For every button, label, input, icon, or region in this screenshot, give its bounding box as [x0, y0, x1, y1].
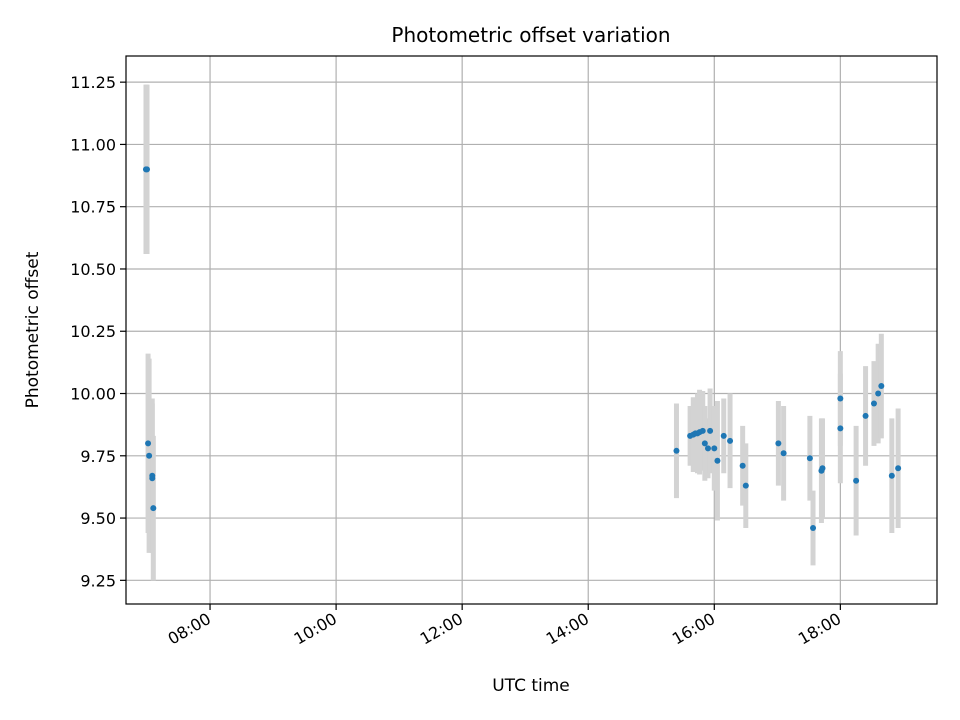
data-point	[806, 455, 813, 462]
data-point	[145, 440, 152, 447]
x-tick-label: 18:00	[795, 609, 844, 649]
y-tick-label: 11.25	[70, 73, 116, 92]
data-point	[837, 425, 844, 432]
chart-title: Photometric offset variation	[391, 23, 670, 47]
y-tick-label: 9.25	[80, 571, 116, 590]
data-point	[727, 437, 734, 444]
plot-frame	[125, 55, 938, 605]
data-point	[149, 472, 156, 479]
x-tick-label: 10:00	[291, 609, 340, 649]
data-point	[780, 450, 787, 457]
data-point	[888, 472, 895, 479]
data-point	[699, 427, 706, 434]
data-point	[739, 462, 746, 469]
error-bars	[143, 84, 901, 581]
data-point	[870, 400, 877, 407]
data-point	[150, 505, 157, 512]
data-point	[701, 440, 708, 447]
data-point	[810, 525, 817, 532]
data-point	[144, 166, 151, 173]
y-tick-label: 10.25	[70, 322, 116, 341]
data-point	[853, 477, 860, 484]
data-point	[895, 465, 902, 472]
data-point	[862, 412, 869, 419]
data-point	[707, 427, 714, 434]
x-tick-label: 12:00	[417, 609, 466, 649]
y-tick-label: 10.50	[70, 260, 116, 279]
data-point	[673, 447, 680, 454]
x-tick-label: 16:00	[669, 609, 718, 649]
grid	[126, 56, 937, 604]
data-point	[819, 465, 826, 472]
data-points	[142, 166, 902, 532]
data-point	[714, 457, 721, 464]
x-tick-label: 08:00	[165, 609, 214, 649]
y-axis-label: Photometric offset	[23, 251, 43, 408]
y-tick-label: 10.75	[70, 198, 116, 217]
x-axis-ticks: 08:00 10:00 12:00 14:00 16:00 18:00	[165, 604, 844, 649]
data-point	[742, 482, 749, 489]
y-tick-label: 9.50	[80, 509, 116, 528]
data-point	[146, 452, 153, 459]
x-tick-label: 14:00	[543, 609, 592, 649]
data-point	[875, 390, 882, 397]
data-point	[837, 395, 844, 402]
y-tick-label: 10.00	[70, 385, 116, 404]
data-point	[775, 440, 782, 447]
data-point	[704, 445, 711, 452]
data-point	[711, 445, 718, 452]
y-axis-ticks: 9.25 9.50 9.75 10.00 10.25 10.50 10.75 11.00 11.…	[70, 73, 126, 590]
data-point	[720, 432, 727, 439]
x-axis-label: UTC time	[492, 676, 570, 696]
y-tick-label: 11.00	[70, 135, 116, 154]
y-tick-label: 9.75	[80, 447, 116, 466]
data-point	[878, 383, 885, 390]
